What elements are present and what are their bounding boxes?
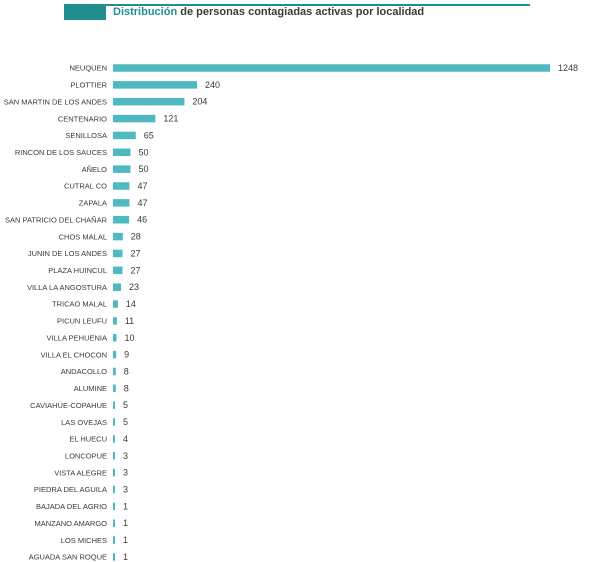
category-label: VISTA ALEGRE — [54, 468, 107, 477]
value-label: 1 — [123, 535, 128, 545]
value-label: 27 — [130, 265, 140, 275]
bar — [113, 148, 131, 157]
category-label: SAN MARTIN DE LOS ANDES — [4, 97, 107, 106]
bar — [113, 485, 115, 494]
chart-header: Distribución de personas contagiadas act… — [0, 0, 589, 30]
bar — [113, 249, 123, 258]
value-label: 47 — [137, 198, 147, 208]
chart-title-rest: de personas contagiadas activas por loca… — [177, 6, 425, 18]
bar — [113, 266, 123, 275]
bar — [113, 64, 550, 72]
category-label: LONCOPUE — [65, 451, 107, 460]
bar — [113, 182, 130, 190]
value-label: 1 — [123, 501, 128, 511]
bar — [113, 97, 185, 106]
header-accent-block — [64, 4, 106, 20]
category-label: VILLA LA ANGOSTURA — [27, 283, 107, 292]
bar — [113, 350, 117, 359]
category-label: PLAZA HUINCUL — [48, 266, 107, 275]
value-label: 28 — [131, 232, 141, 242]
bar — [113, 418, 115, 426]
category-label: LOS MICHES — [61, 536, 107, 545]
value-label: 50 — [139, 164, 149, 174]
category-label: CAVIAHUE-COPAHUE — [30, 401, 107, 410]
bar — [113, 468, 115, 477]
category-label: NEUQUEN — [69, 64, 107, 73]
bar — [113, 81, 198, 89]
bar — [113, 199, 130, 207]
value-label: 50 — [139, 147, 149, 157]
value-label: 65 — [144, 130, 154, 140]
value-label: 3 — [123, 485, 128, 495]
category-label: VILLA PEHUENIA — [47, 333, 107, 342]
value-label: 5 — [123, 400, 128, 410]
category-label: VILLA EL CHOCON — [41, 350, 107, 359]
bar — [113, 401, 115, 409]
bar — [113, 384, 116, 393]
value-label: 14 — [126, 299, 136, 309]
bar — [113, 367, 116, 376]
value-label: 10 — [125, 333, 135, 343]
value-label: 5 — [123, 417, 128, 427]
value-label: 1 — [123, 552, 128, 562]
value-label: 1 — [123, 518, 128, 528]
value-label: 121 — [163, 114, 178, 124]
value-label: 46 — [137, 215, 147, 225]
value-label: 9 — [124, 350, 129, 360]
bar — [113, 232, 123, 241]
category-label: MANZANO AMARGO — [34, 519, 107, 528]
bar — [113, 519, 115, 527]
category-label: CUTRAL CO — [64, 182, 107, 191]
bar — [113, 215, 130, 224]
bar — [113, 502, 115, 511]
category-label: AGUADA SAN ROQUE — [29, 553, 107, 562]
category-label: TRICAO MALAL — [52, 300, 107, 309]
category-label: RINCON DE LOS SAUCES — [15, 148, 107, 157]
category-label: SENILLOSA — [65, 131, 107, 140]
category-label: PLOTTIER — [70, 81, 107, 90]
category-label: ALUMINE — [74, 384, 107, 393]
bar — [113, 435, 115, 443]
category-label: AÑELO — [82, 165, 108, 174]
category-label: PIEDRA DEL AGUILA — [34, 485, 107, 494]
category-label: CHOS MALAL — [59, 232, 107, 241]
category-label: JUNIN DE LOS ANDES — [28, 249, 107, 258]
category-label: LAS OVEJAS — [61, 418, 107, 427]
bar — [113, 317, 117, 325]
bar — [113, 165, 131, 173]
bar — [113, 553, 115, 561]
value-label: 8 — [124, 366, 129, 376]
value-label: 4 — [123, 434, 128, 444]
bar — [113, 536, 115, 544]
value-label: 204 — [192, 97, 207, 107]
bar — [113, 300, 118, 308]
category-label: CENTENARIO — [58, 114, 107, 123]
category-label: EL HUECU — [69, 435, 107, 444]
value-label: 27 — [130, 248, 140, 258]
value-label: 1248 — [558, 63, 578, 73]
category-label: ANDACOLLO — [61, 367, 107, 376]
value-label: 240 — [205, 80, 220, 90]
bar — [113, 283, 122, 291]
chart-title: Distribución de personas contagiadas act… — [113, 6, 424, 18]
bar — [113, 114, 156, 123]
value-label: 8 — [124, 383, 129, 393]
category-label: SAN PATRICIO DEL CHAÑAR — [5, 215, 108, 224]
category-label: ZAPALA — [79, 199, 107, 208]
value-label: 23 — [129, 282, 139, 292]
bar — [113, 131, 136, 140]
value-label: 3 — [123, 451, 128, 461]
header-accent-line — [106, 4, 530, 6]
bar — [113, 452, 115, 460]
category-label: PICUN LEUFU — [57, 317, 107, 326]
value-label: 3 — [123, 468, 128, 478]
value-label: 47 — [137, 181, 147, 191]
category-label: BAJADA DEL AGRIO — [36, 502, 107, 511]
chart-title-highlight: Distribución — [113, 6, 178, 18]
bar — [113, 334, 117, 342]
value-label: 11 — [125, 316, 134, 326]
